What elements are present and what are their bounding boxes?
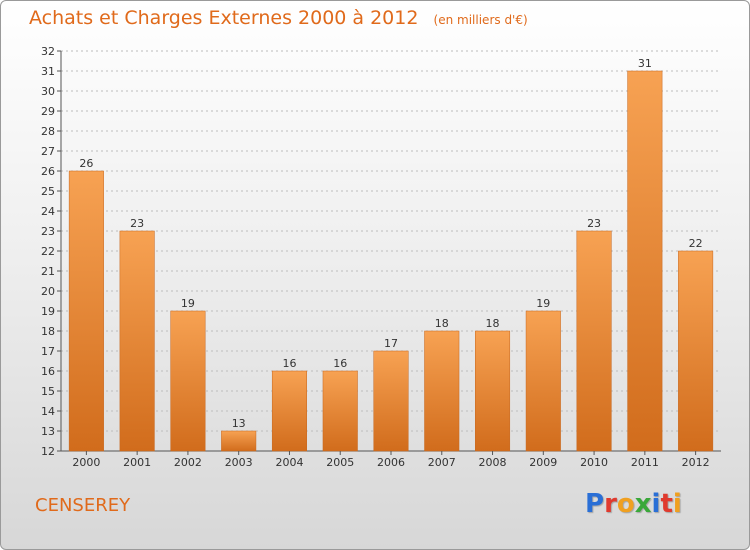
bar-2000 xyxy=(68,170,104,452)
bar-2002 xyxy=(170,310,206,452)
bar-2008 xyxy=(475,330,511,452)
y-tick-label: 31 xyxy=(41,65,55,78)
data-label-2001: 23 xyxy=(130,217,144,230)
data-label-2005: 16 xyxy=(333,357,347,370)
bar-2007 xyxy=(424,330,460,452)
y-tick-label: 32 xyxy=(41,45,55,58)
y-tick-label: 30 xyxy=(41,85,55,98)
y-tick-label: 21 xyxy=(41,265,55,278)
logo-letter: r xyxy=(604,489,617,519)
x-tick-label-2011: 2011 xyxy=(631,456,659,469)
logo-letter: t xyxy=(660,489,673,519)
bar-2010 xyxy=(576,230,612,452)
x-tick-label-2009: 2009 xyxy=(529,456,557,469)
x-tick-label-2001: 2001 xyxy=(123,456,151,469)
y-tick-label: 20 xyxy=(41,285,55,298)
chart-title: Achats et Charges Externes 2000 à 2012 xyxy=(29,7,419,29)
y-tick-label: 28 xyxy=(41,125,55,138)
y-tick-label: 15 xyxy=(41,385,55,398)
x-tick-label-2012: 2012 xyxy=(682,456,710,469)
logo-letter: i xyxy=(651,489,661,519)
y-tick-label: 14 xyxy=(41,405,55,418)
x-tick-label-2008: 2008 xyxy=(479,456,507,469)
y-tick-label: 25 xyxy=(41,185,55,198)
bar-2009 xyxy=(525,310,561,452)
y-tick-label: 18 xyxy=(41,325,55,338)
logo-letter: P xyxy=(585,489,605,519)
y-tick-label: 16 xyxy=(41,365,55,378)
bar-2012 xyxy=(678,250,714,452)
y-tick-label: 23 xyxy=(41,225,55,238)
chart-unit-note: (en milliers d'€) xyxy=(433,13,528,27)
data-label-2006: 17 xyxy=(384,337,398,350)
data-label-2007: 18 xyxy=(435,317,449,330)
x-tick-label-2010: 2010 xyxy=(580,456,608,469)
x-tick-label-2006: 2006 xyxy=(377,456,405,469)
data-label-2009: 19 xyxy=(536,297,550,310)
bar-2001 xyxy=(119,230,155,452)
y-tick-label: 24 xyxy=(41,205,55,218)
data-label-2002: 19 xyxy=(181,297,195,310)
y-tick-label: 12 xyxy=(41,445,55,458)
y-tick-label: 13 xyxy=(41,425,55,438)
y-tick-label: 29 xyxy=(41,105,55,118)
data-label-2012: 22 xyxy=(689,237,703,250)
logo-letter: i xyxy=(672,489,682,519)
x-tick-label-2007: 2007 xyxy=(428,456,456,469)
y-tick-label: 17 xyxy=(41,345,55,358)
x-tick-label-2004: 2004 xyxy=(275,456,303,469)
proxiti-logo: Proxiti xyxy=(585,489,682,519)
data-label-2010: 23 xyxy=(587,217,601,230)
bar-2005 xyxy=(322,370,358,452)
data-label-2003: 13 xyxy=(232,417,246,430)
x-tick-label-2000: 2000 xyxy=(72,456,100,469)
data-label-2011: 31 xyxy=(638,57,652,70)
logo-letter: o xyxy=(616,489,635,519)
y-tick-label: 26 xyxy=(41,165,55,178)
data-label-2000: 26 xyxy=(79,157,93,170)
commune-name: CENSEREY xyxy=(35,495,131,516)
y-tick-label: 19 xyxy=(41,305,55,318)
x-tick-label-2003: 2003 xyxy=(225,456,253,469)
logo-letter: x xyxy=(634,489,652,519)
bar-2004 xyxy=(271,370,307,452)
y-tick-label: 22 xyxy=(41,245,55,258)
bar-2011 xyxy=(627,70,663,452)
data-label-2004: 16 xyxy=(282,357,296,370)
bar-2006 xyxy=(373,350,409,452)
x-tick-label-2002: 2002 xyxy=(174,456,202,469)
chart-title-block: Achats et Charges Externes 2000 à 2012 (… xyxy=(29,7,528,29)
bar-2003 xyxy=(221,430,257,452)
x-tick-label-2005: 2005 xyxy=(326,456,354,469)
y-tick-label: 27 xyxy=(41,145,55,158)
data-label-2008: 18 xyxy=(486,317,500,330)
